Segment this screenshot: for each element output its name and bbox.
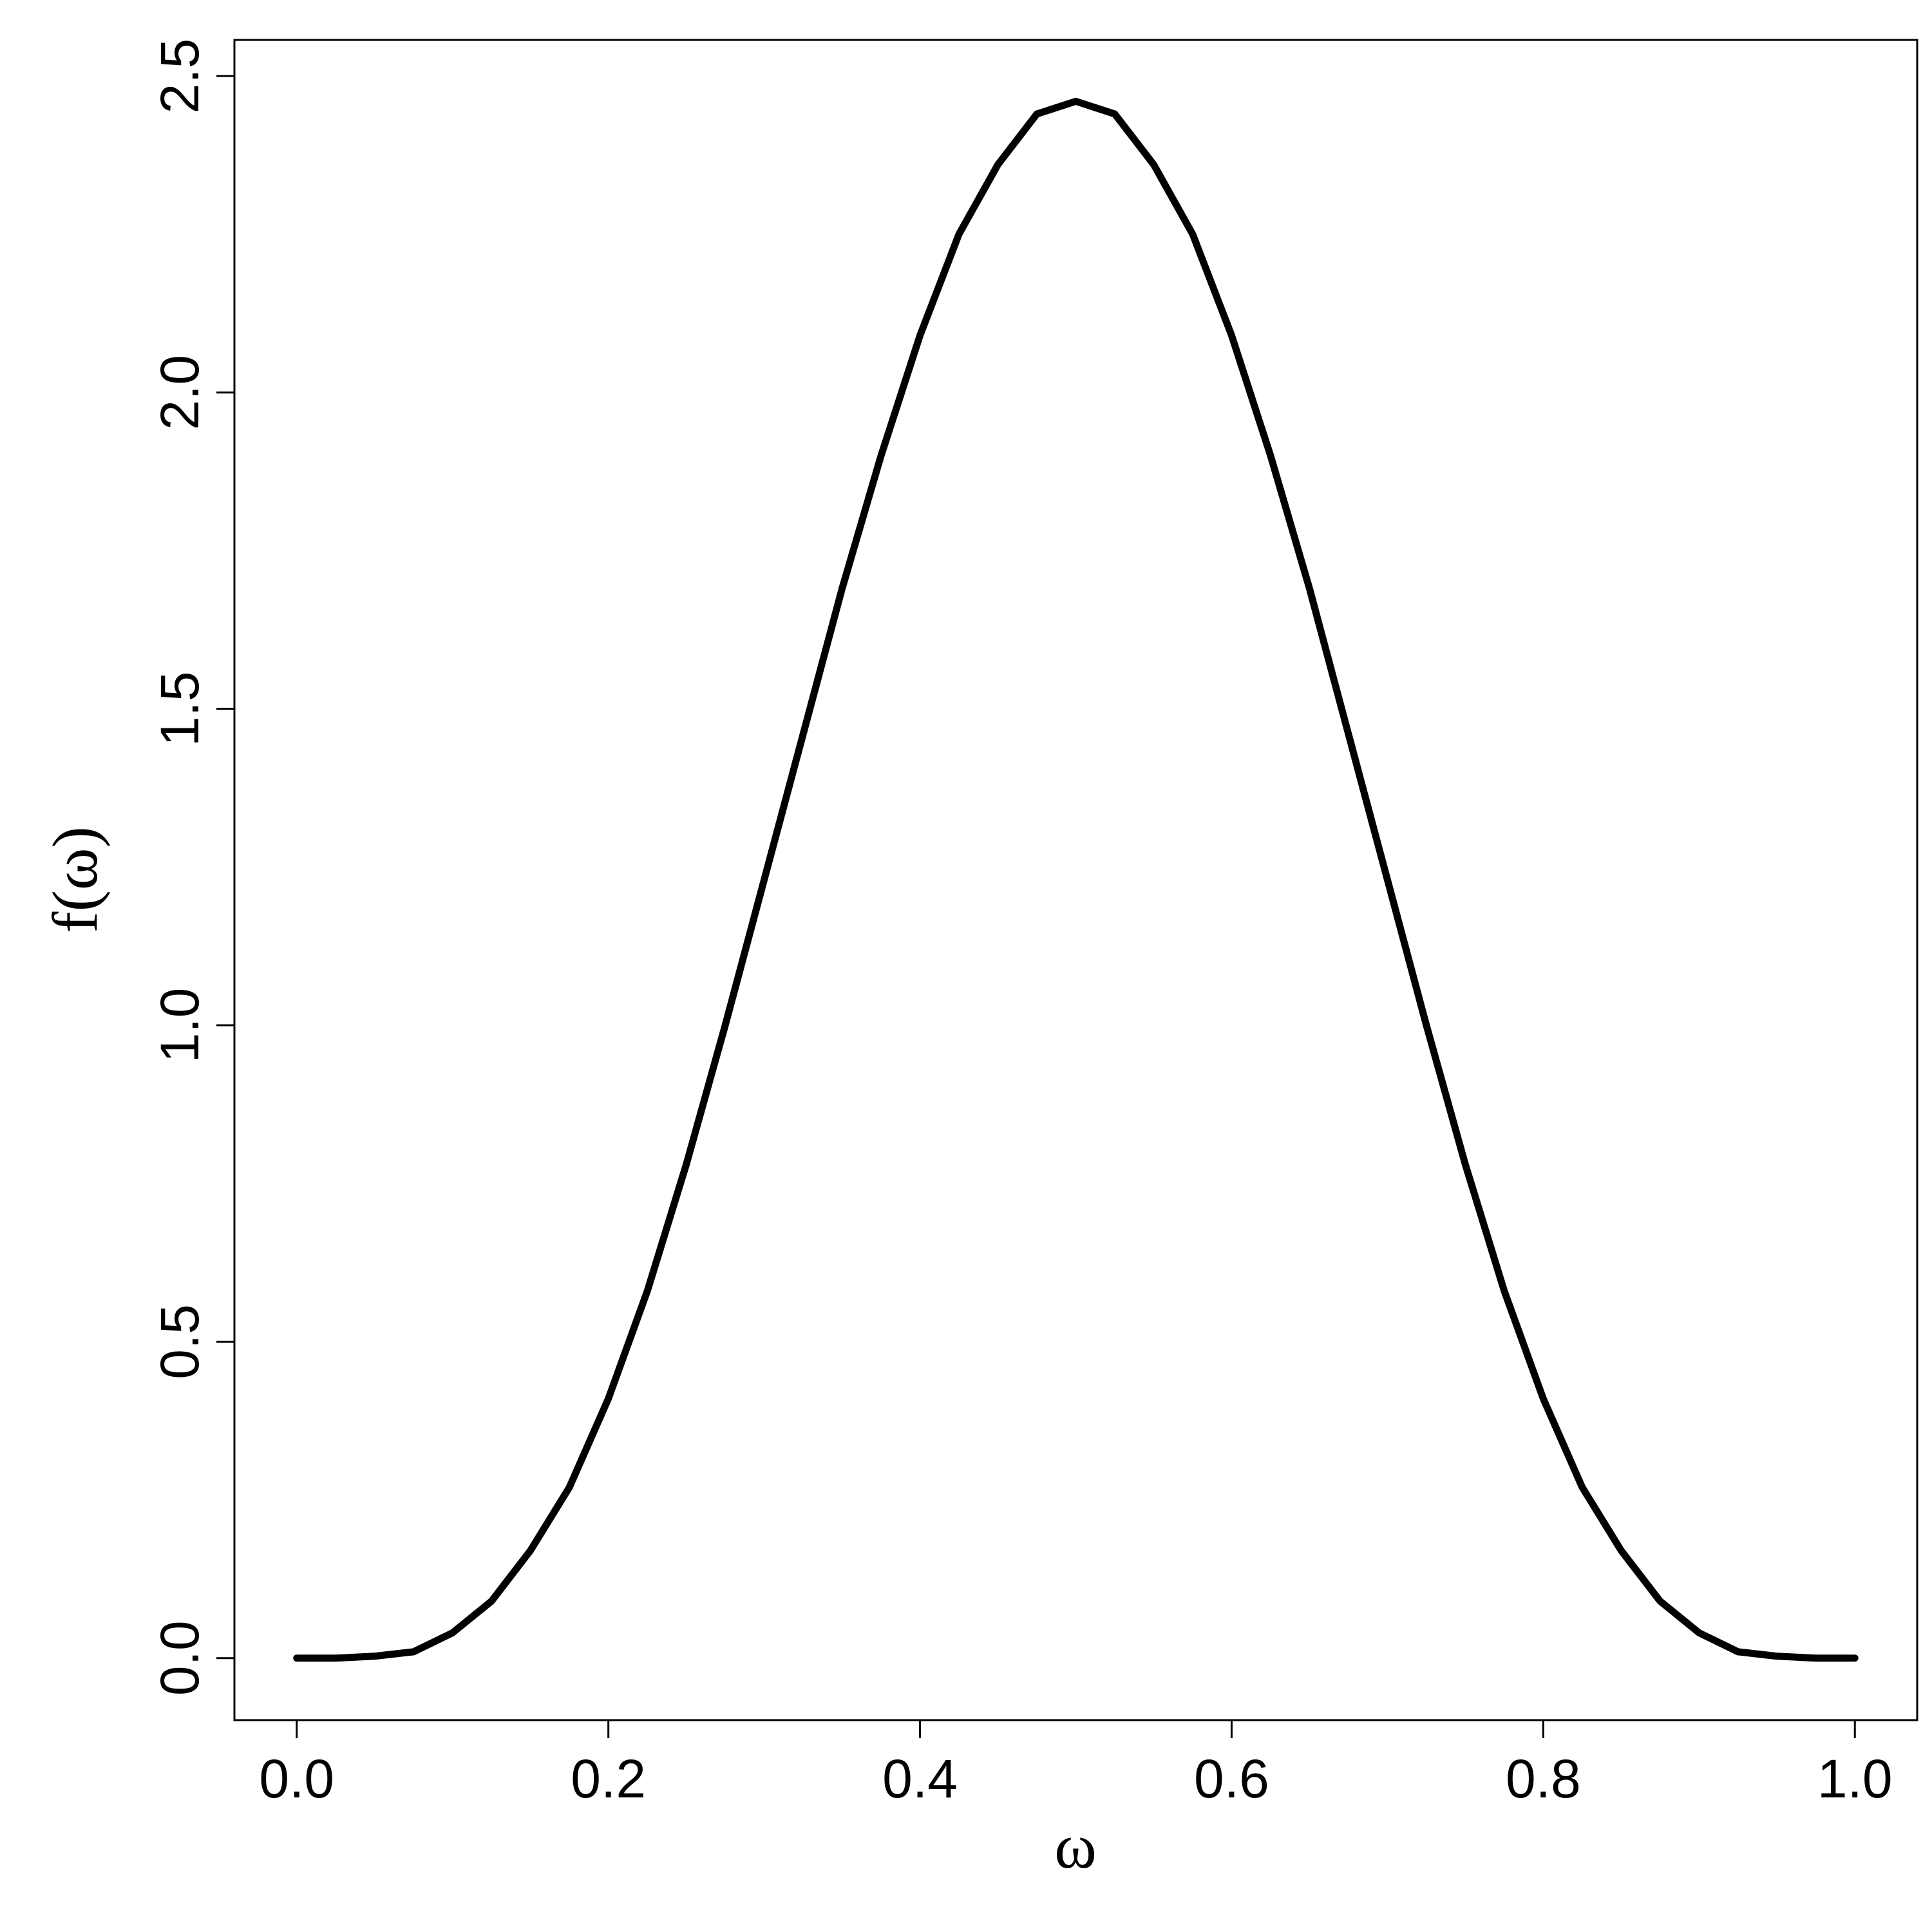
y-tick-label: 2.5 (149, 39, 210, 114)
y-tick-label: 0.5 (149, 1304, 210, 1379)
x-tick-label: 0.2 (571, 1748, 646, 1809)
line-series (293, 97, 1859, 1662)
x-tick-label: 0.0 (259, 1748, 334, 1809)
y-tick-label: 1.0 (149, 988, 210, 1063)
y-axis-label: f(ω) (39, 826, 111, 933)
y-tick-label: 0.0 (149, 1620, 210, 1696)
x-tick-label: 0.4 (882, 1748, 958, 1809)
y-tick-label: 2.0 (149, 355, 210, 430)
plot-frame (233, 39, 1918, 1721)
y-tick-label: 1.5 (149, 671, 210, 746)
x-tick-label: 0.8 (1506, 1748, 1581, 1809)
x-tick-label: 1.0 (1817, 1748, 1893, 1809)
x-tick-label: 0.6 (1194, 1748, 1269, 1809)
x-axis-label: ω (1054, 1810, 1097, 1882)
